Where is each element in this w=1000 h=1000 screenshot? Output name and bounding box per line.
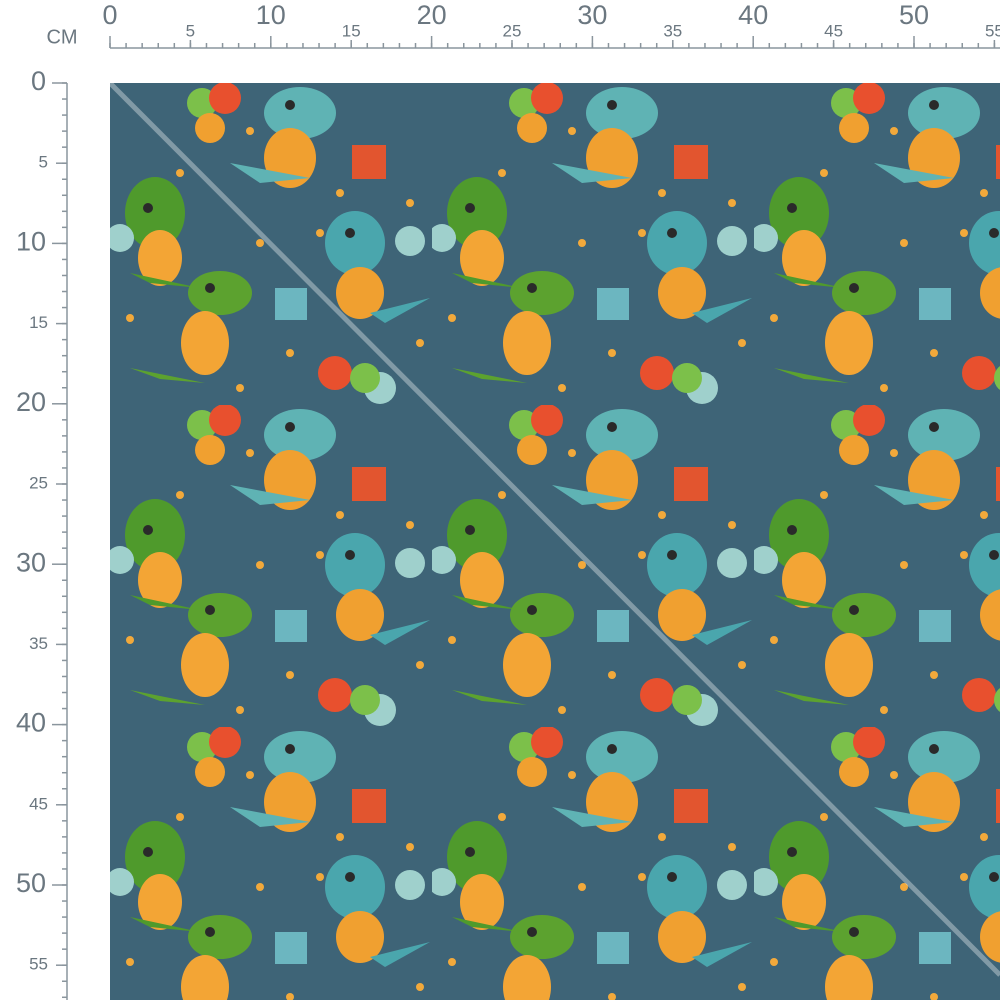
x-tick-label: 30 — [577, 0, 607, 30]
y-tick-label: 10 — [16, 227, 46, 257]
x-tick-label: 55 — [985, 21, 1000, 40]
y-tick-label: 40 — [16, 708, 46, 738]
x-tick-label: 45 — [824, 21, 843, 40]
y-tick-label: 20 — [16, 387, 46, 417]
y-tick-label: 50 — [16, 868, 46, 898]
y-tick-label: 45 — [29, 794, 48, 813]
fabric-pattern — [110, 83, 1000, 1000]
x-tick-label: 5 — [186, 21, 195, 40]
x-tick-label: 50 — [899, 0, 929, 30]
x-tick-label: 40 — [738, 0, 768, 30]
sheen — [108, 81, 1000, 977]
y-tick-label: 30 — [16, 547, 46, 577]
y-tick-label: 15 — [29, 313, 48, 332]
x-tick-label: 35 — [663, 21, 682, 40]
y-tick-label: 0 — [31, 66, 46, 96]
x-tick-label: 25 — [503, 21, 522, 40]
x-tick-label: 0 — [102, 0, 117, 30]
x-tick-label: 10 — [256, 0, 286, 30]
y-tick-label: 5 — [39, 153, 48, 172]
y-tick-label: 55 — [29, 955, 48, 974]
x-tick-label: 20 — [417, 0, 447, 30]
unit-label: CM — [46, 26, 77, 48]
ruler-ticks: 0 5 10 15 20 25 30 35 40 45 50 55 0 5 10 15 20 25 30 35 40 45… — [16, 0, 1000, 999]
y-tick-label: 35 — [29, 634, 48, 653]
y-tick-label: 25 — [29, 473, 48, 492]
x-tick-label: 15 — [342, 21, 361, 40]
